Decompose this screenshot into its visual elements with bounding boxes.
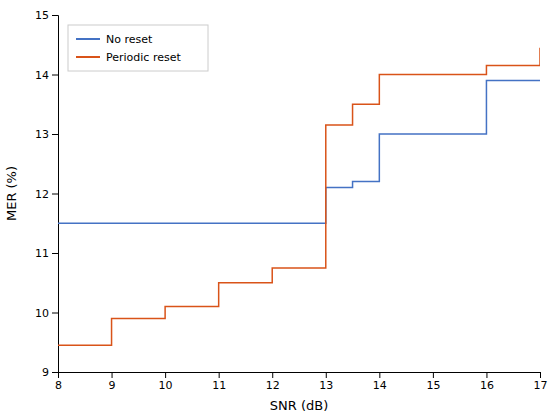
legend-item: Periodic reset: [76, 51, 181, 64]
series-group: [58, 48, 540, 346]
tick-label: 17: [534, 379, 548, 392]
tick: 12: [35, 188, 58, 201]
tick-label: 9: [109, 379, 116, 392]
tick-mark: [165, 372, 166, 378]
legend-swatch: [76, 56, 100, 58]
axis-line: [59, 373, 541, 379]
tick: 11: [212, 372, 226, 392]
tick: 13: [35, 128, 58, 141]
tick: 8: [55, 372, 62, 392]
tick-mark: [272, 372, 273, 378]
tick-label: 12: [35, 188, 49, 201]
tick: 9: [109, 372, 116, 392]
series-line: [58, 48, 540, 346]
tick: 14: [373, 372, 387, 392]
legend-item: No reset: [76, 33, 153, 46]
tick-mark: [219, 372, 220, 378]
tick-mark: [326, 372, 327, 378]
tick: 12: [266, 372, 280, 392]
chart: 8910111213141516179101112131415No resetP…: [0, 0, 560, 420]
tick: 15: [35, 9, 58, 22]
tick: 11: [35, 247, 58, 260]
y-axis-title: MER (%): [4, 166, 19, 221]
tick-mark: [52, 194, 58, 195]
tick-mark: [540, 372, 541, 378]
tick-mark: [379, 372, 380, 378]
axis-line: [52, 16, 59, 373]
tick-label: 11: [212, 379, 226, 392]
tick-mark: [52, 75, 58, 76]
x-axis-title: SNR (dB): [270, 398, 328, 413]
tick-label: 14: [35, 69, 49, 82]
tick-label: 13: [319, 379, 333, 392]
tick-label: 8: [55, 379, 62, 392]
tick-label: 14: [373, 379, 387, 392]
legend-label: No reset: [106, 33, 153, 46]
tick-label: 9: [42, 366, 49, 379]
tick: 9: [42, 366, 58, 379]
tick-mark: [52, 134, 58, 135]
legend-box: [68, 25, 208, 71]
tick-label: 15: [35, 9, 49, 22]
tick-mark: [52, 313, 58, 314]
tick: 14: [35, 69, 58, 82]
tick-label: 15: [426, 379, 440, 392]
tick-label: 10: [159, 379, 173, 392]
tick: 17: [534, 372, 548, 392]
legend-label: Periodic reset: [106, 51, 181, 64]
legend: No reset Periodic reset: [68, 25, 208, 71]
series-line: [58, 80, 540, 223]
tick-mark: [112, 372, 113, 378]
x-axis: 8 9 10 11 12 13 14 15 16 17: [55, 372, 548, 392]
tick-mark: [52, 15, 58, 16]
tick: 13: [319, 372, 333, 392]
tick-mark: [52, 253, 58, 254]
tick-mark: [486, 372, 487, 378]
tick-label: 10: [35, 307, 49, 320]
tick: 10: [159, 372, 173, 392]
y-axis: 9 10 11 12 13 14 15: [35, 9, 59, 379]
tick-label: 13: [35, 128, 49, 141]
plot: 8910111213141516179101112131415No resetP…: [35, 9, 548, 392]
legend-swatch: [76, 38, 100, 40]
tick-label: 16: [480, 379, 494, 392]
tick: 16: [480, 372, 494, 392]
tick-mark: [52, 372, 58, 373]
tick-label: 11: [35, 247, 49, 260]
tick-label: 12: [266, 379, 280, 392]
tick-mark: [433, 372, 434, 378]
tick: 10: [35, 307, 58, 320]
tick: 15: [426, 372, 440, 392]
